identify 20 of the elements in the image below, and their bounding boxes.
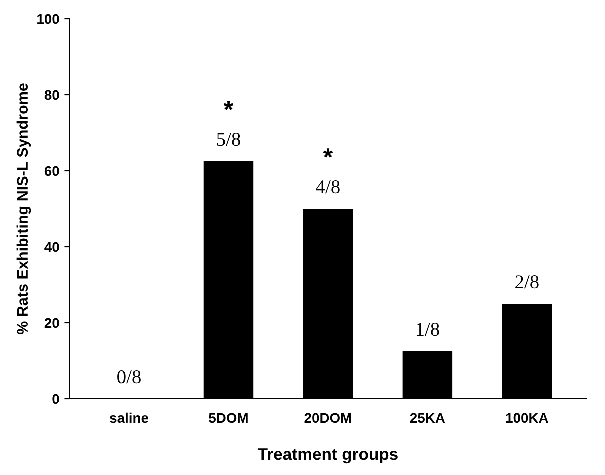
annotation: 5/8 xyxy=(217,133,240,146)
x-tick-label: saline xyxy=(110,412,148,424)
annotation: 0/8 xyxy=(118,370,141,384)
y-tick-label: 60 xyxy=(44,166,60,176)
x-tick-label: 100KA xyxy=(506,413,548,424)
annotation: * xyxy=(224,101,234,110)
annotation: 2/8 xyxy=(516,276,539,289)
annotation: 1/8 xyxy=(416,323,440,336)
x-tick-label: 25KA xyxy=(410,413,446,424)
y-tick-label: 20 xyxy=(44,318,60,328)
y-axis-title: % Rats Exhibiting NIS-L Syndrome xyxy=(16,84,32,335)
x-axis-title: Treatment groups xyxy=(258,448,398,464)
y-tick-label: 100 xyxy=(38,14,60,24)
x-tick-label: 20DOM xyxy=(304,413,352,424)
y-tick-label: 0 xyxy=(52,394,60,404)
y-tick-label: 40 xyxy=(44,242,60,252)
x-tick-label: 5DOM xyxy=(209,413,248,424)
annotation: 4/8 xyxy=(316,180,340,194)
y-tick-label: 80 xyxy=(44,90,60,100)
annotation: * xyxy=(323,148,334,158)
